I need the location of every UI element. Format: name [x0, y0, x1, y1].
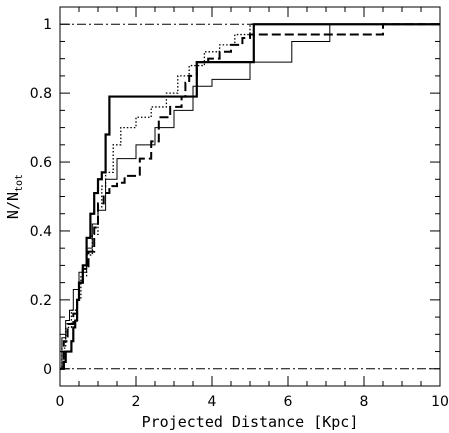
tick-labels: 0 2 4 6 8 10 0 0.2 0.4 0.6 0.8 1 [30, 17, 449, 410]
series-line-4 [60, 23, 440, 370]
series-line-3 [60, 23, 440, 370]
x-tick-label: 0 [56, 394, 65, 410]
reference-lines [60, 23, 440, 370]
series-line-2 [60, 23, 440, 370]
y-axis-title-main: N/N [4, 192, 22, 219]
y-tick-label: 0 [43, 362, 52, 378]
y-tick-label: 0.8 [30, 86, 52, 102]
plot-frame [59, 6, 441, 387]
y-tick-label: 0.6 [30, 155, 52, 171]
x-tick-label: 8 [360, 394, 369, 410]
y-tick-label: 0.2 [30, 293, 52, 309]
y-tick-label: 0.4 [30, 224, 52, 240]
y-axis-title: N/Ntot [4, 174, 25, 219]
x-tick-label: 6 [284, 394, 293, 410]
x-axis-title: Projected Distance [Kpc] [142, 413, 359, 431]
x-tick-label: 10 [431, 394, 449, 410]
y-tick-label: 1 [43, 17, 52, 33]
y-axis-title-subscript: tot [14, 174, 25, 192]
series-layer [60, 23, 440, 370]
x-tick-label: 4 [208, 394, 217, 410]
x-tick-label: 2 [132, 394, 141, 410]
